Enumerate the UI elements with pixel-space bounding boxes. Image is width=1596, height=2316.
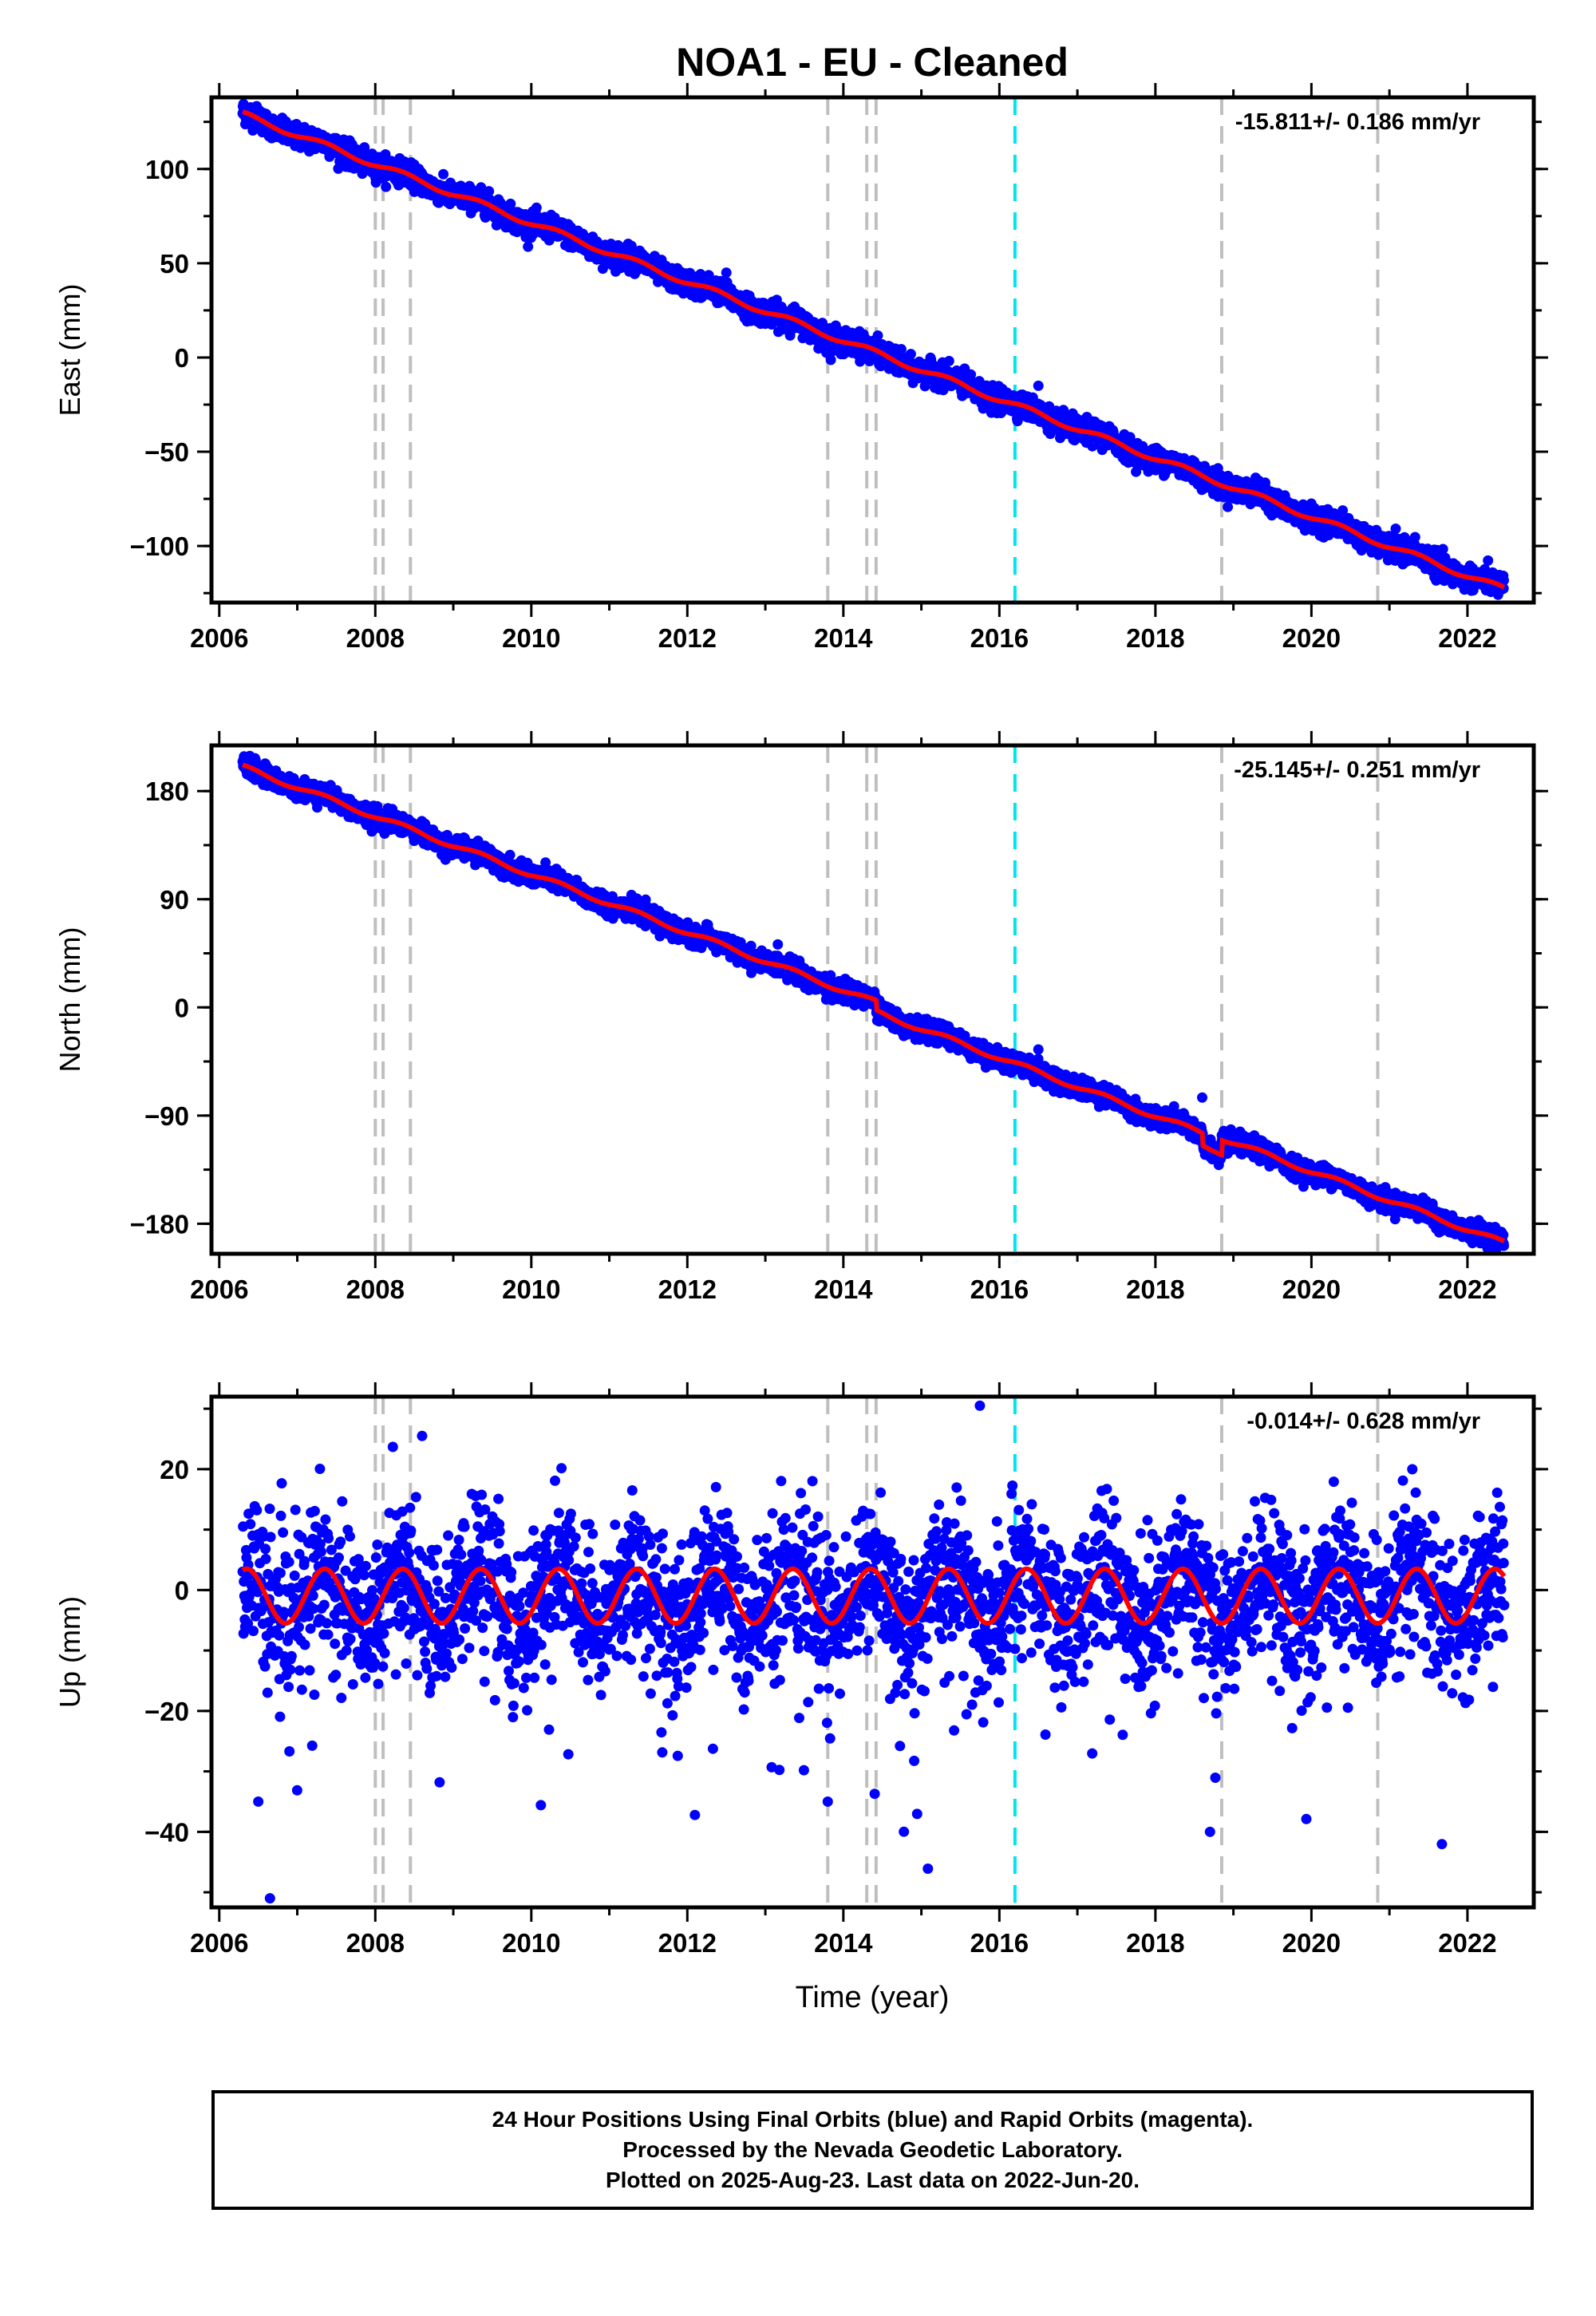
x-tick-label: 2010 xyxy=(502,623,560,653)
data-point xyxy=(359,142,370,153)
figure-title: NOA1 - EU - Cleaned xyxy=(676,40,1069,85)
y-axis-label: East (mm) xyxy=(53,284,86,417)
x-tick-label: 2022 xyxy=(1438,623,1496,653)
x-tick-label: 2016 xyxy=(970,623,1029,653)
y-tick-label: −100 xyxy=(130,532,189,561)
data-point xyxy=(1390,524,1401,534)
y-tick-label: 50 xyxy=(160,249,189,279)
model-fit-line xyxy=(242,109,1506,590)
y-tick-label: 100 xyxy=(145,155,189,184)
plot-frame xyxy=(209,95,1536,605)
data-point xyxy=(531,202,542,213)
plot-area xyxy=(237,745,1509,1254)
data-point xyxy=(438,168,449,180)
data-point xyxy=(523,241,534,252)
data-point xyxy=(1437,543,1448,555)
data-point xyxy=(872,330,883,341)
y-tick-label: −50 xyxy=(144,437,189,467)
data-point xyxy=(1499,575,1509,586)
data-point xyxy=(1409,532,1420,543)
rate-label: -15.811+/- 0.186 mm/yr xyxy=(1235,109,1480,135)
data-point-outlier xyxy=(721,267,732,279)
x-tick-label: 2006 xyxy=(190,623,248,653)
data-point-outlier xyxy=(1033,380,1044,391)
x-tick-label: 2018 xyxy=(1126,623,1184,653)
x-tick-label: 2012 xyxy=(658,623,717,653)
data-point xyxy=(1223,501,1234,512)
data-point xyxy=(943,355,954,366)
data-point xyxy=(1483,555,1494,566)
data-point xyxy=(505,198,516,209)
panel-east: 2006 2008 2010 2012 2014 2016 2018 2020 2022 100 5… xyxy=(53,83,1548,653)
data-point xyxy=(381,181,392,192)
data-point xyxy=(825,354,836,366)
panel-north: 2006 2008 2010 2012 2014 2016 2018 2020 20221809… xyxy=(53,731,1548,1304)
x-tick-label: 2020 xyxy=(1282,623,1341,653)
data-point xyxy=(905,349,916,360)
data-point xyxy=(484,186,495,197)
y-tick-label: 0 xyxy=(175,343,189,373)
panels-group: 2006 2008 2010 2012 2014 2016 2018 2020 2022 100 5… xyxy=(53,83,1548,2014)
data-point xyxy=(1337,505,1349,516)
data-point xyxy=(895,344,907,354)
plot-area xyxy=(237,97,1509,603)
x-tick-label: 2008 xyxy=(346,623,405,653)
x-tick-label: 2014 xyxy=(814,623,873,653)
